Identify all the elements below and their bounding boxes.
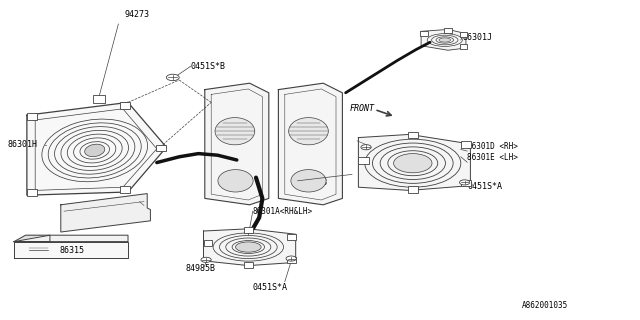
Text: 0451S*A: 0451S*A <box>467 182 502 191</box>
Bar <box>244 228 253 233</box>
Text: 0451S*A: 0451S*A <box>253 283 288 292</box>
Bar <box>358 157 369 164</box>
Text: 84985B: 84985B <box>186 264 216 273</box>
Circle shape <box>361 145 371 150</box>
Circle shape <box>460 180 470 185</box>
Bar <box>460 44 467 49</box>
Polygon shape <box>204 229 296 266</box>
Bar <box>244 262 253 268</box>
Bar <box>27 189 37 196</box>
Text: 86301J: 86301J <box>462 33 492 42</box>
Text: 86301A<RH&LH>: 86301A<RH&LH> <box>253 207 313 216</box>
Ellipse shape <box>291 170 326 192</box>
Polygon shape <box>14 235 50 242</box>
Polygon shape <box>358 134 470 190</box>
Polygon shape <box>278 83 342 205</box>
Text: FRONT: FRONT <box>349 104 374 113</box>
Ellipse shape <box>215 118 255 145</box>
Bar <box>120 102 130 109</box>
Bar <box>460 32 467 37</box>
Bar <box>156 145 166 151</box>
Polygon shape <box>14 235 128 242</box>
Text: 86315: 86315 <box>60 246 84 255</box>
Bar <box>444 28 452 33</box>
Ellipse shape <box>439 38 451 42</box>
Bar <box>420 31 428 36</box>
Circle shape <box>201 257 211 262</box>
Bar <box>27 114 37 120</box>
Text: 86301E <LH>: 86301E <LH> <box>467 153 518 162</box>
Polygon shape <box>421 29 466 50</box>
Text: 86301D <RH>: 86301D <RH> <box>467 142 518 151</box>
Bar <box>461 141 471 148</box>
Bar <box>287 257 296 263</box>
Ellipse shape <box>84 144 105 156</box>
Bar <box>287 234 296 240</box>
Bar <box>204 240 212 246</box>
Ellipse shape <box>218 170 253 192</box>
Circle shape <box>166 74 179 81</box>
Ellipse shape <box>236 242 261 252</box>
Polygon shape <box>27 102 166 195</box>
Text: 86301H: 86301H <box>8 140 38 149</box>
Text: 94273: 94273 <box>125 10 150 19</box>
Text: 84985B: 84985B <box>298 178 328 187</box>
Bar <box>408 132 418 138</box>
Bar <box>93 95 105 103</box>
Bar <box>408 186 418 193</box>
Polygon shape <box>14 242 128 258</box>
Ellipse shape <box>394 154 432 173</box>
Bar <box>120 186 130 193</box>
Text: 0451S*B: 0451S*B <box>191 62 226 71</box>
Bar <box>461 180 471 186</box>
Polygon shape <box>205 83 269 205</box>
Circle shape <box>286 256 296 261</box>
Ellipse shape <box>289 118 328 145</box>
Polygon shape <box>61 194 150 232</box>
Text: A862001035: A862001035 <box>522 301 568 310</box>
